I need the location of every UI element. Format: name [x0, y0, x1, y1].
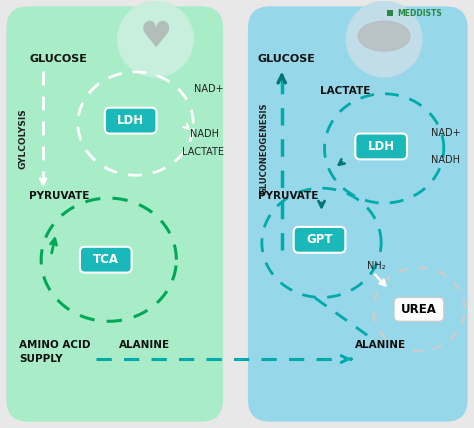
Text: LDH: LDH — [117, 114, 144, 127]
Text: NAD+: NAD+ — [194, 84, 224, 94]
FancyBboxPatch shape — [80, 247, 132, 273]
Text: PYRUVATE: PYRUVATE — [258, 191, 318, 201]
Text: NADH: NADH — [190, 128, 219, 139]
Text: PYRUVATE: PYRUVATE — [29, 191, 90, 201]
Text: NADH: NADH — [431, 155, 460, 165]
FancyBboxPatch shape — [105, 108, 156, 134]
FancyBboxPatch shape — [394, 297, 444, 321]
Text: MEDDISTS: MEDDISTS — [397, 9, 442, 18]
Circle shape — [346, 1, 422, 77]
Text: LACTATE: LACTATE — [182, 147, 224, 158]
Text: UREA: UREA — [401, 303, 437, 316]
FancyBboxPatch shape — [387, 10, 393, 16]
Text: LDH: LDH — [368, 140, 395, 153]
Text: GPT: GPT — [306, 233, 333, 247]
Text: ♥: ♥ — [139, 20, 172, 54]
Text: AMINO ACID: AMINO ACID — [19, 340, 91, 350]
Text: GYLCOLYSIS: GYLCOLYSIS — [19, 108, 28, 169]
Text: LACTATE: LACTATE — [319, 86, 370, 96]
Text: NH₂: NH₂ — [367, 261, 386, 270]
FancyBboxPatch shape — [248, 6, 468, 422]
Text: NAD+: NAD+ — [431, 128, 460, 137]
Text: GLUCOSE: GLUCOSE — [258, 54, 316, 64]
Text: GLUCOSE: GLUCOSE — [29, 54, 87, 64]
FancyBboxPatch shape — [6, 6, 223, 422]
Circle shape — [118, 1, 193, 77]
Ellipse shape — [358, 21, 410, 51]
Text: SUPPLY: SUPPLY — [19, 354, 63, 364]
Text: ALANINE: ALANINE — [356, 340, 406, 350]
Text: TCA: TCA — [93, 253, 119, 266]
Text: GLUCONEOGENESIS: GLUCONEOGENESIS — [259, 103, 268, 194]
FancyBboxPatch shape — [356, 134, 407, 159]
Text: ALANINE: ALANINE — [118, 340, 170, 350]
FancyBboxPatch shape — [294, 227, 346, 253]
